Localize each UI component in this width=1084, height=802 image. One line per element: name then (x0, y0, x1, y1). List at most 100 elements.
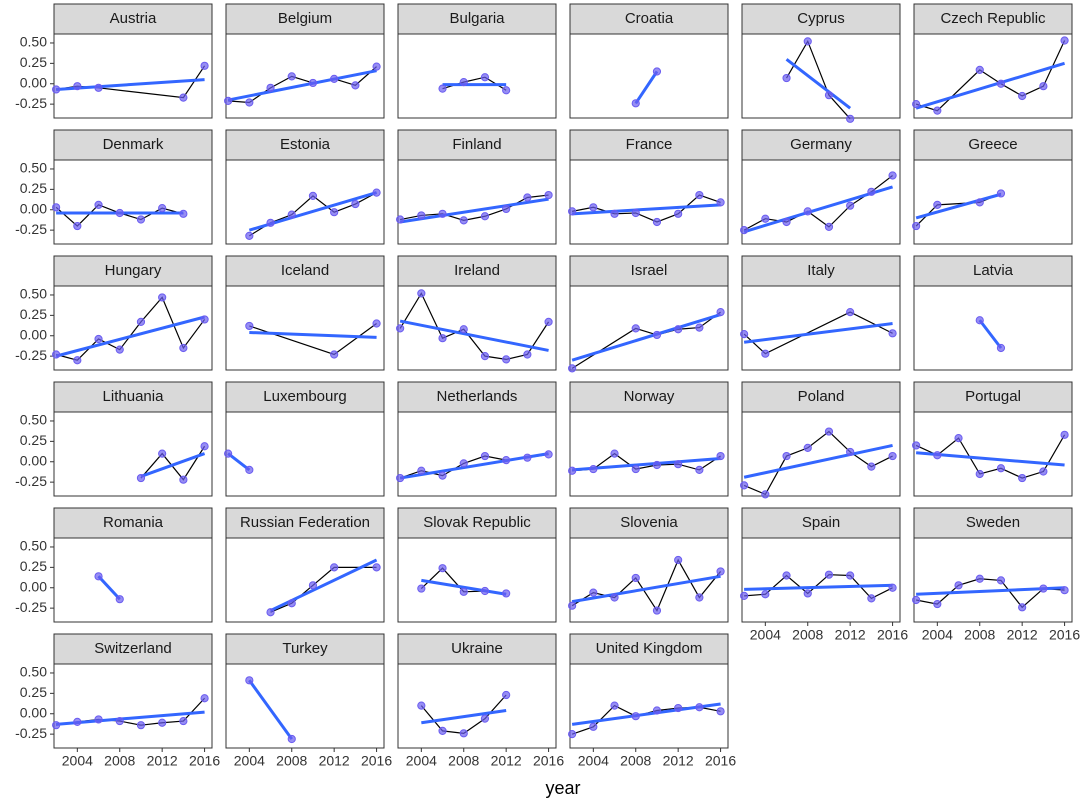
data-point (136, 215, 146, 224)
x-tick-label: 2016 (705, 753, 736, 769)
data-point (179, 93, 188, 102)
data-point (716, 707, 725, 716)
x-tick-label: 2012 (319, 753, 350, 769)
strip (913, 129, 1073, 161)
data-point (115, 345, 124, 354)
panel (913, 159, 1073, 245)
data-point (695, 593, 704, 602)
fit-line (634, 70, 659, 105)
strip (53, 129, 213, 161)
y-tick-label: 0.50 (20, 34, 47, 50)
data-point (523, 193, 532, 202)
panel (741, 411, 901, 497)
data-point (716, 451, 725, 461)
data-point (933, 200, 942, 209)
data-point (158, 204, 167, 213)
data-point (782, 451, 791, 461)
data-point (480, 586, 490, 596)
data-point (1039, 467, 1048, 476)
data-line (786, 39, 851, 120)
fit-line (140, 452, 206, 478)
fit-line (97, 575, 121, 601)
data-point (417, 289, 426, 298)
data-point (438, 564, 447, 573)
data-point (631, 712, 640, 721)
fit-line (55, 315, 205, 358)
data-point (330, 74, 339, 83)
data-point (502, 589, 511, 598)
fit-line (571, 313, 722, 362)
strip (225, 381, 385, 413)
data-point (568, 730, 577, 739)
strip-title: Romania (103, 514, 164, 531)
data-point (52, 721, 61, 730)
data-point (459, 325, 468, 334)
data-point (803, 589, 812, 598)
data-point (308, 78, 318, 88)
y-tick-label: 0.25 (20, 306, 47, 322)
y-tick-label: 0.25 (20, 432, 47, 448)
strip (741, 381, 901, 413)
data-point (396, 473, 405, 483)
data-point (179, 209, 188, 218)
data-point (631, 208, 640, 218)
data-point (975, 198, 984, 207)
x-axis-title: year (545, 778, 580, 798)
fit-line (421, 578, 507, 596)
strip-title: France (626, 136, 673, 153)
fit-line (227, 69, 377, 102)
y-tick-label: -0.25 (15, 347, 47, 363)
strip-title: Belgium (278, 10, 332, 27)
data-point (740, 226, 749, 235)
data-point (372, 319, 381, 328)
strip-title: Luxembourg (263, 388, 346, 405)
data-point (674, 703, 683, 713)
data-point (158, 293, 167, 302)
data-point (695, 323, 704, 332)
fit-line (915, 192, 1002, 220)
data-point (438, 471, 447, 480)
data-point (351, 199, 360, 209)
data-point (200, 61, 209, 70)
data-point (589, 588, 598, 597)
data-point (459, 459, 468, 468)
data-point (480, 352, 490, 361)
strip (913, 507, 1073, 539)
y-tick-label: 0.50 (20, 286, 47, 302)
data-point (782, 571, 791, 580)
data-point (888, 583, 897, 592)
panel (397, 285, 557, 371)
x-tick-label: 2008 (276, 753, 307, 769)
data-point (954, 433, 963, 443)
data-point (94, 83, 103, 92)
data-point (417, 466, 426, 475)
panel (53, 411, 213, 497)
x-tick-label: 2004 (922, 627, 953, 643)
strip-title: United Kingdom (596, 640, 703, 657)
panel (53, 663, 213, 749)
data-point (824, 427, 834, 436)
data-point (459, 216, 468, 225)
data-point (136, 317, 146, 326)
strip (225, 129, 385, 161)
data-point (846, 114, 855, 123)
data-point (933, 451, 942, 460)
strip-title: Germany (790, 136, 852, 153)
data-point (544, 190, 553, 200)
data-point (824, 570, 834, 579)
strip-title: Estonia (280, 136, 331, 153)
data-point (888, 329, 897, 338)
data-point (652, 606, 662, 615)
data-point (716, 307, 725, 317)
fit-line (249, 330, 377, 339)
panel (397, 33, 557, 119)
data-point (224, 96, 233, 105)
data-point (115, 208, 124, 218)
data-point (158, 718, 167, 727)
data-point (996, 79, 1006, 88)
strip (913, 255, 1073, 287)
data-point (245, 321, 254, 331)
x-tick-label: 2012 (147, 753, 178, 769)
data-point (975, 574, 984, 583)
data-point (610, 701, 619, 710)
